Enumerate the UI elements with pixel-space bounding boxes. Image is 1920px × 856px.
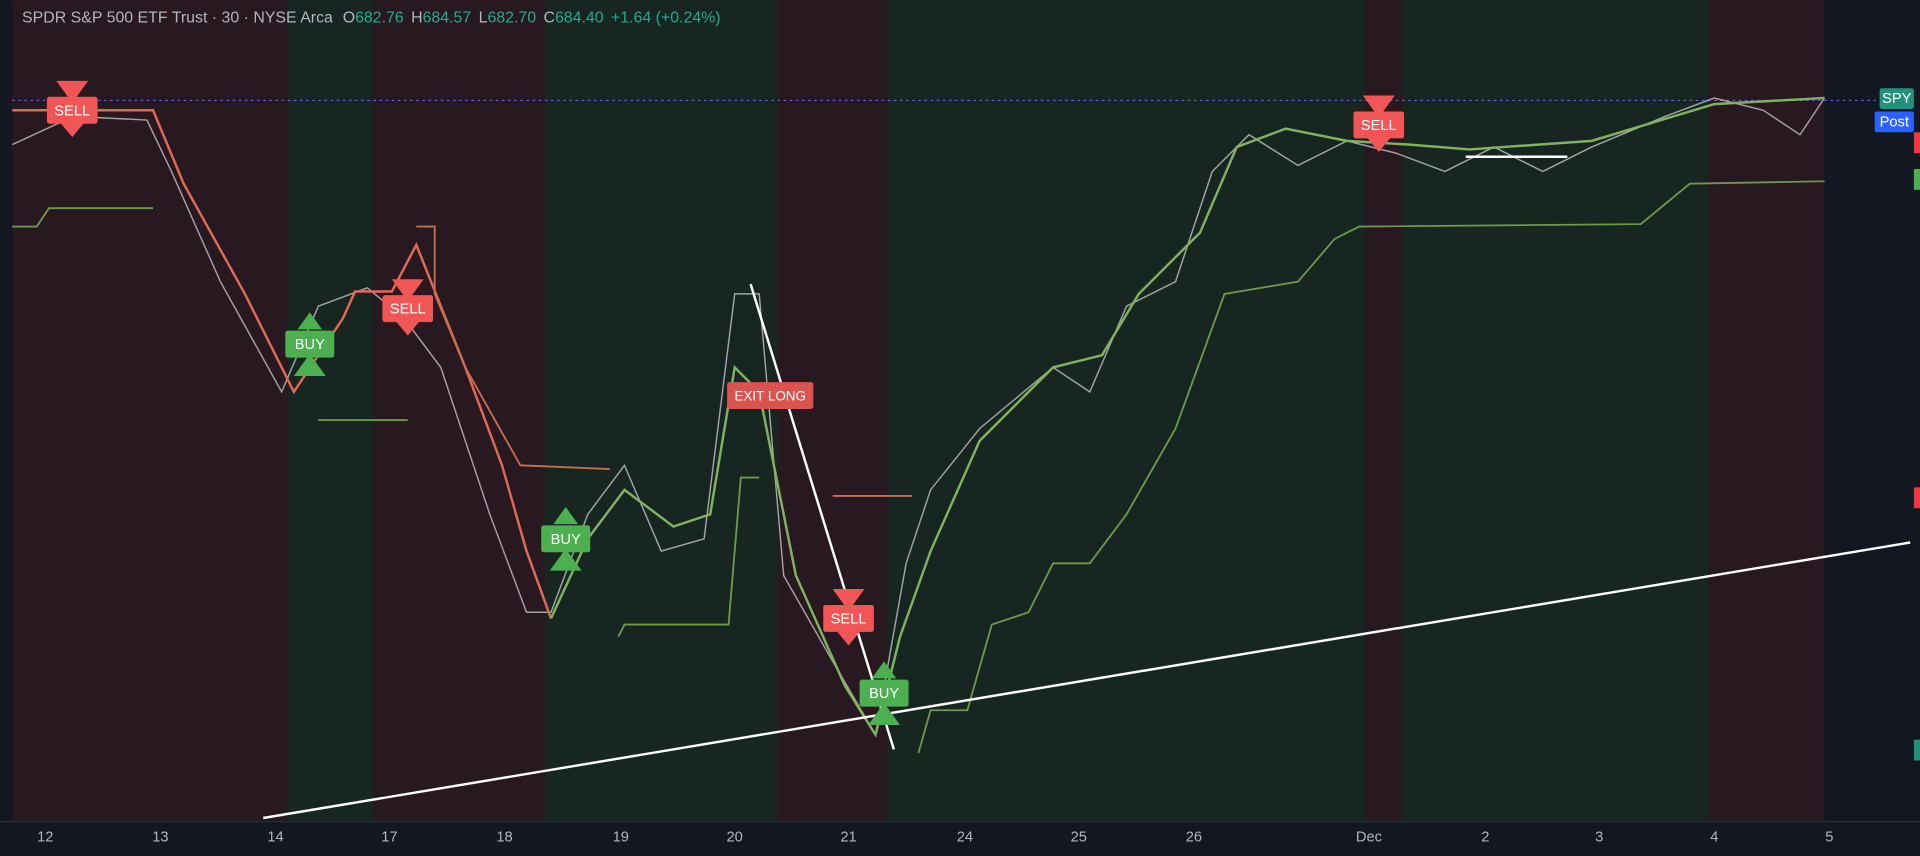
ohlc-high-label: H: [411, 10, 423, 27]
signal-label: BUY: [869, 686, 899, 702]
ohlc: O 682.76 H 684.57 L 682.70 C 684.40 +1.64 (+0.24…: [343, 10, 721, 27]
signal-arrow: [549, 506, 582, 571]
scale-marker: [1913, 487, 1920, 509]
x-axis-label: Dec: [1356, 829, 1382, 845]
drawn-trendline: [263, 541, 1911, 820]
band: [887, 0, 1366, 821]
ticker-label: SPY: [1882, 91, 1912, 107]
session-badge: [1874, 111, 1914, 133]
signal-box: [859, 679, 909, 707]
signal-label: BUY: [551, 532, 581, 548]
signal-arrow: [868, 661, 900, 725]
x-axis-label: 17: [381, 829, 397, 845]
band: [1708, 0, 1825, 821]
signal-box: [285, 330, 335, 358]
ohlc-open-label: O: [343, 10, 355, 27]
x-axis-label: 12: [37, 829, 53, 845]
x-axis-label: 13: [152, 829, 168, 845]
x-axis-label: 5: [1825, 829, 1833, 845]
x-axis-label: 4: [1710, 829, 1718, 845]
band: [287, 0, 374, 821]
ohlc-low: 682.70: [487, 10, 536, 27]
ohlc-close: 684.40: [555, 10, 604, 27]
x-axis-label: 2: [1481, 829, 1489, 845]
ohlc-high: 684.57: [423, 10, 472, 27]
band: [373, 0, 545, 821]
ticker-badge: [1879, 88, 1914, 110]
x-axis-label: 24: [957, 829, 973, 845]
scale-marker: [1913, 739, 1920, 761]
scale-marker: [1913, 169, 1920, 190]
x-axis-label: 3: [1595, 829, 1603, 845]
drawn-trendline: [749, 283, 896, 750]
signal-box: [46, 96, 98, 124]
stop-line-red: [416, 225, 610, 470]
band: [12, 0, 154, 821]
signals: SELL BUY SELL BUY EXIT LONG SELL BUY SELL: [46, 80, 1405, 725]
ohlc-low-label: L: [479, 10, 488, 27]
x-axis-label: 14: [267, 829, 283, 845]
signal-box: [541, 525, 591, 553]
signal-box: [823, 604, 874, 632]
x-axis-label: 20: [727, 829, 743, 845]
signal-label: BUY: [295, 337, 325, 353]
signal-label: EXIT LONG: [734, 388, 806, 403]
signal-label: SELL: [54, 103, 90, 119]
x-axis: 12 13 14 17 18 19 20 21 24 25 26 Dec 2 3 4 5: [37, 829, 1833, 845]
stop-line: [617, 476, 760, 638]
scale-marker: [1913, 132, 1920, 154]
signal-arrow: [293, 312, 326, 376]
trend-line-green: [549, 96, 1825, 738]
signal-label: SELL: [390, 302, 426, 318]
signal-box: [1353, 111, 1405, 139]
x-axis-label: 18: [496, 829, 512, 845]
band: [1402, 0, 1709, 821]
symbol-title: SPDR S&P 500 ETF Trust · 30 · NYSE Arca: [22, 10, 333, 27]
band: [728, 0, 778, 821]
session-label: Post: [1880, 114, 1909, 130]
signal-label: SELL: [831, 612, 867, 628]
signal-label: SELL: [1361, 118, 1397, 134]
ohlc-close-label: C: [543, 10, 555, 27]
trend-line-red: [12, 109, 553, 619]
x-axis-label: 19: [613, 829, 629, 845]
signal-box: [382, 295, 434, 323]
band: [544, 0, 729, 821]
stop-line: [12, 207, 154, 228]
stop-line: [917, 180, 1825, 754]
x-axis-label: 25: [1071, 829, 1087, 845]
band: [153, 0, 288, 821]
signal-box: [727, 382, 814, 410]
session-bands: [12, 0, 1825, 821]
x-axis-label: 21: [840, 829, 856, 845]
x-axis-label: 26: [1186, 829, 1202, 845]
ohlc-open: 682.76: [355, 10, 404, 27]
ohlc-change: +1.64 (+0.24%): [611, 10, 721, 27]
